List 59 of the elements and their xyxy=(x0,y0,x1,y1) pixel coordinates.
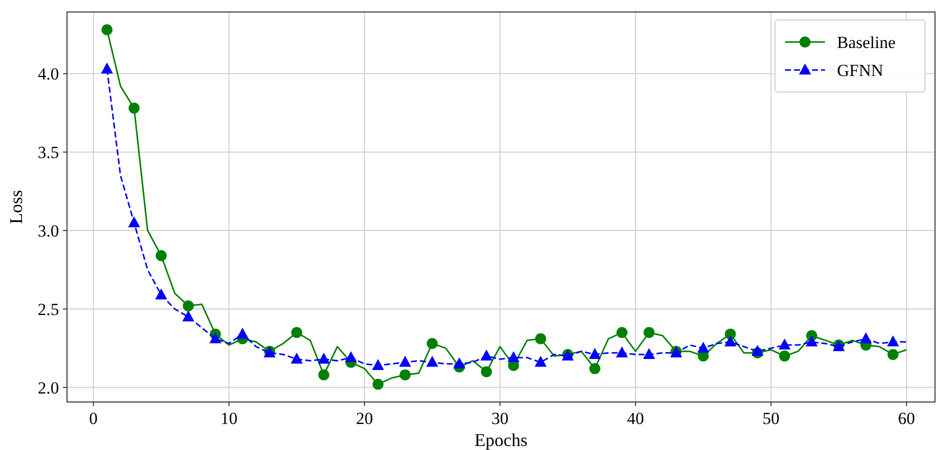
point xyxy=(588,348,601,359)
legend-label: GFNN xyxy=(837,60,884,80)
point xyxy=(399,356,412,367)
point xyxy=(724,335,736,346)
point xyxy=(101,24,112,36)
point xyxy=(751,344,764,356)
point xyxy=(535,333,546,344)
point xyxy=(589,363,600,374)
point xyxy=(156,250,167,262)
point xyxy=(372,358,384,370)
point xyxy=(155,288,168,300)
x-tick-label: 30 xyxy=(491,409,508,428)
point xyxy=(697,342,710,353)
point xyxy=(426,356,438,367)
point xyxy=(236,328,248,339)
x-axis-title: Epochs xyxy=(474,430,528,450)
point xyxy=(643,348,656,359)
point xyxy=(182,310,194,322)
point xyxy=(724,328,736,340)
point xyxy=(453,357,466,368)
point xyxy=(887,348,898,360)
x-tick-label: 40 xyxy=(627,409,644,428)
point xyxy=(344,351,357,362)
y-tick-label: 4.0 xyxy=(38,64,59,84)
point xyxy=(886,335,899,346)
point xyxy=(290,352,303,364)
y-tick-label: 2.5 xyxy=(38,300,59,319)
point xyxy=(100,62,113,74)
point xyxy=(860,332,872,344)
point xyxy=(806,335,818,346)
point xyxy=(372,378,384,390)
point xyxy=(779,350,790,362)
point xyxy=(616,346,628,358)
point xyxy=(318,352,330,364)
y-tick-label: 3.5 xyxy=(38,143,59,162)
x-tick-label: 50 xyxy=(762,409,780,428)
x-tick-label: 60 xyxy=(898,409,916,428)
point xyxy=(644,327,655,338)
x-tick-label: 10 xyxy=(220,409,238,428)
x-tick-label: 20 xyxy=(356,409,373,428)
point xyxy=(480,366,492,378)
point xyxy=(209,332,222,344)
point xyxy=(616,327,628,338)
y-tick-label: 3.0 xyxy=(38,221,59,240)
x-tick-label: 0 xyxy=(89,409,98,428)
point xyxy=(128,216,140,228)
point xyxy=(291,327,302,338)
y-tick-label: 2.0 xyxy=(38,378,59,398)
legend-label: Baseline xyxy=(837,32,896,52)
point xyxy=(534,356,547,367)
point xyxy=(400,369,411,380)
point xyxy=(426,338,438,349)
point xyxy=(182,300,194,312)
point xyxy=(128,102,140,114)
point xyxy=(480,350,492,361)
point xyxy=(508,351,520,362)
y-axis-title: Loss xyxy=(6,190,26,224)
point xyxy=(318,369,330,380)
point xyxy=(778,338,791,350)
